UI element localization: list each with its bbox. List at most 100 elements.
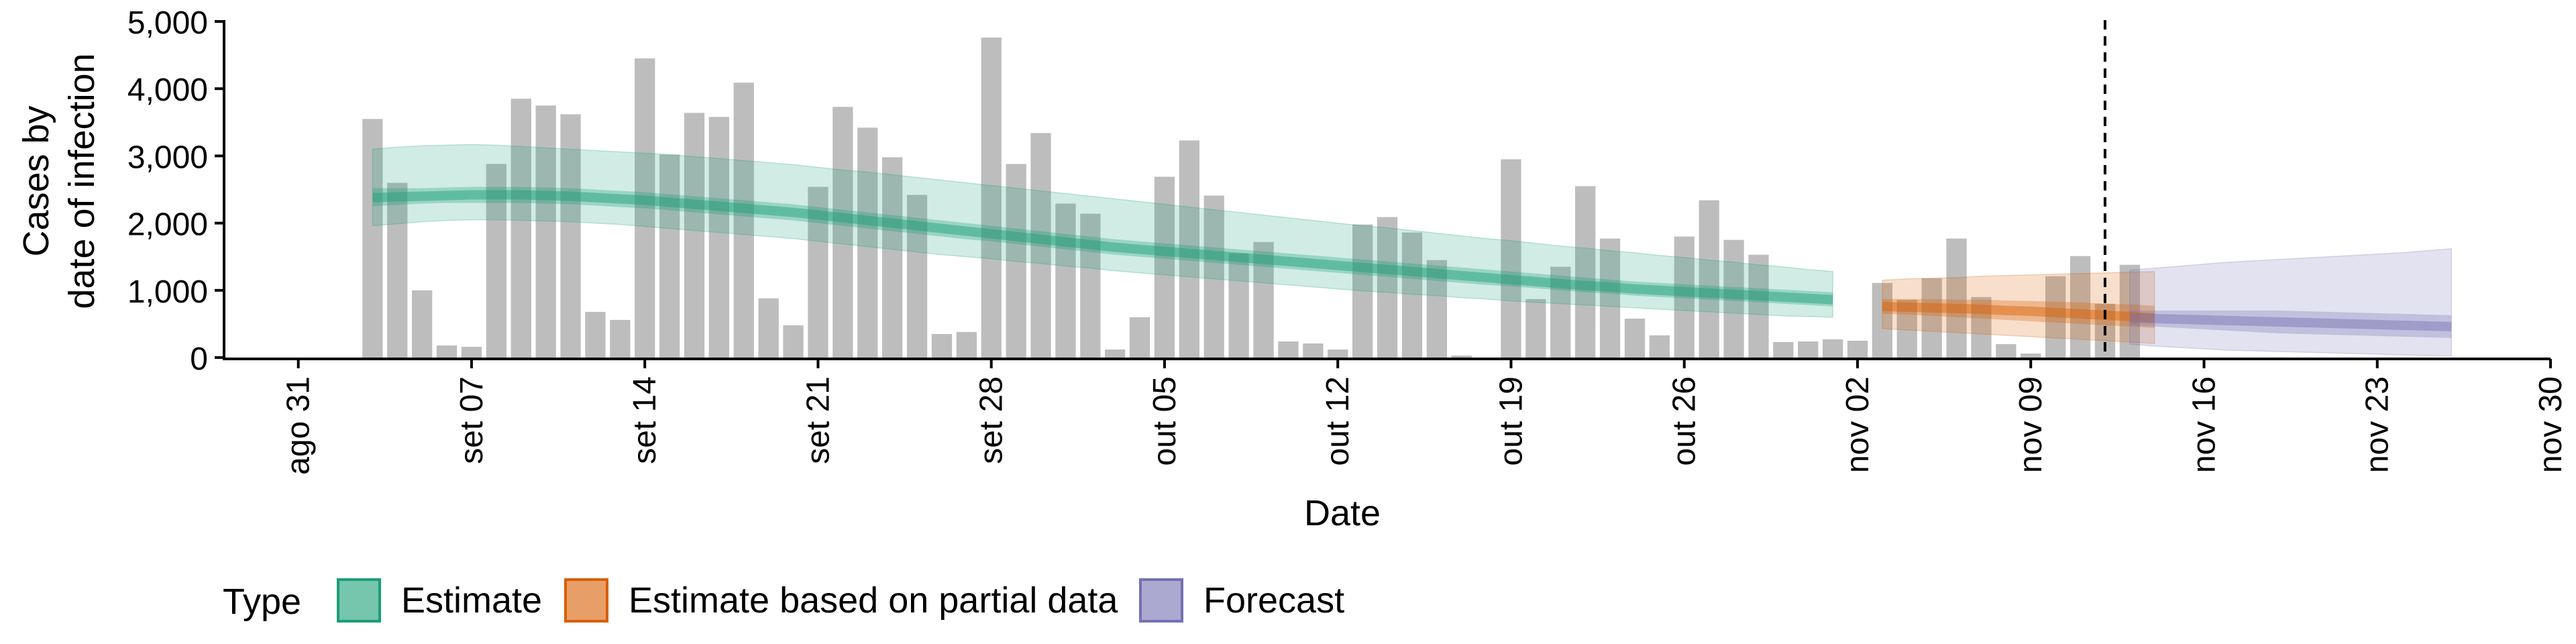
case-bar bbox=[931, 333, 953, 358]
case-bar bbox=[1525, 299, 1546, 358]
case-bar bbox=[1872, 282, 1892, 358]
case-bar bbox=[585, 311, 606, 358]
x-tick-label: set 07 bbox=[454, 376, 490, 464]
case-bar bbox=[1154, 176, 1175, 358]
case-bar bbox=[1352, 224, 1373, 358]
series-1-median-line bbox=[1882, 301, 2155, 323]
case-bar bbox=[1303, 343, 1324, 358]
case-bar bbox=[1401, 232, 1423, 358]
case-bar bbox=[1328, 350, 1348, 358]
y-tick-label: 2,000 bbox=[127, 207, 208, 243]
case-bar bbox=[1723, 239, 1744, 358]
legend-key-0 bbox=[337, 578, 381, 623]
case-bar bbox=[1674, 236, 1695, 358]
case-bar bbox=[486, 164, 506, 358]
bars-layer bbox=[362, 38, 2140, 358]
case-bar bbox=[1896, 299, 1917, 358]
case-bar bbox=[362, 119, 383, 358]
ribbons-layer bbox=[372, 144, 2453, 357]
case-bar bbox=[387, 182, 408, 358]
case-bar bbox=[956, 331, 977, 358]
median-lines-layer bbox=[372, 190, 2452, 331]
case-bar bbox=[2045, 276, 2066, 358]
case-bar bbox=[1847, 340, 1868, 358]
x-tick-label: out 12 bbox=[1320, 376, 1356, 466]
y-axis-label-line-2: date of infection bbox=[62, 53, 102, 309]
x-tick-label: out 05 bbox=[1147, 376, 1183, 466]
legend-label-1: Estimate based on partial data bbox=[629, 580, 1118, 621]
case-bar bbox=[1798, 341, 1819, 358]
series-1-outer-band bbox=[1882, 270, 2155, 344]
y-tick-label: 4,000 bbox=[127, 72, 208, 108]
series-0-inner-band bbox=[372, 186, 1833, 307]
case-bar bbox=[783, 325, 804, 358]
case-bar bbox=[1451, 356, 1472, 358]
case-bar bbox=[1971, 297, 1992, 358]
case-bar bbox=[1575, 186, 1596, 358]
series-2-median-line bbox=[2129, 313, 2452, 331]
x-tick-label: set 14 bbox=[627, 376, 663, 464]
y-ticks: 0 1,000 2,000 3,000 4,000 5,000 bbox=[127, 5, 224, 377]
x-tick-label: nov 09 bbox=[2013, 376, 2049, 473]
case-bar bbox=[1550, 266, 1571, 358]
case-bar bbox=[906, 195, 928, 358]
series-1-inner-band bbox=[1882, 299, 2155, 328]
case-bar bbox=[1006, 164, 1026, 358]
x-tick-label: nov 30 bbox=[2533, 376, 2569, 473]
case-bar bbox=[808, 186, 828, 358]
case-bar bbox=[708, 117, 729, 358]
case-bar bbox=[1278, 341, 1299, 358]
case-bar bbox=[511, 99, 531, 358]
series-0-outer-band bbox=[372, 144, 1833, 318]
case-bar bbox=[1253, 241, 1274, 358]
case-bar bbox=[635, 58, 655, 358]
series-2-outer-band bbox=[2129, 248, 2453, 357]
case-bar bbox=[2021, 354, 2041, 358]
legend-items: Estimate Estimate based on partial data Fo… bbox=[337, 578, 1344, 623]
case-bar bbox=[1921, 278, 1942, 358]
x-tick-label: ago 31 bbox=[281, 376, 317, 475]
case-bar bbox=[610, 319, 631, 358]
case-bar bbox=[1179, 140, 1199, 358]
case-bar bbox=[560, 114, 581, 358]
y-tick-label: 5,000 bbox=[127, 5, 208, 41]
case-bar bbox=[436, 345, 458, 358]
legend-key-1 bbox=[564, 578, 608, 623]
case-bar bbox=[1055, 203, 1076, 358]
case-bar bbox=[1823, 339, 1843, 358]
case-bar bbox=[461, 347, 482, 358]
case-bar bbox=[833, 107, 853, 358]
x-tick-label: set 28 bbox=[974, 376, 1010, 464]
y-tick-label: 3,000 bbox=[127, 140, 208, 175]
x-tick-label: nov 23 bbox=[2360, 376, 2396, 473]
case-bar bbox=[1599, 238, 1621, 358]
legend: Type Estimate Estimate based on partial d… bbox=[223, 578, 1344, 623]
y-tick-label: 0 bbox=[190, 341, 208, 377]
case-bar bbox=[981, 38, 1002, 358]
case-bar bbox=[1426, 260, 1447, 358]
legend-key-2 bbox=[1139, 578, 1183, 623]
legend-label-2: Forecast bbox=[1203, 580, 1344, 621]
x-axis-label: Date bbox=[1304, 493, 1381, 533]
x-tick-label: nov 02 bbox=[1840, 376, 1876, 473]
case-bar bbox=[1129, 317, 1150, 358]
case-bar bbox=[2070, 256, 2091, 358]
x-ticks: ago 31 set 07 set 14 set 21 set 28 out 05 out … bbox=[281, 359, 2569, 475]
legend-title: Type bbox=[223, 582, 301, 622]
case-bar bbox=[1946, 238, 1967, 358]
y-axis-label-line-1: Cases by bbox=[16, 105, 56, 256]
case-bar bbox=[1773, 342, 1794, 358]
case-bar bbox=[1624, 318, 1646, 358]
case-bar bbox=[733, 83, 754, 358]
case-bar bbox=[1748, 254, 1769, 358]
case-bar bbox=[857, 127, 878, 358]
case-bar bbox=[1080, 213, 1101, 358]
case-bar bbox=[1105, 350, 1126, 358]
y-tick-label: 1,000 bbox=[127, 274, 208, 310]
case-bar bbox=[882, 157, 903, 358]
case-bar bbox=[1203, 195, 1224, 358]
case-bar bbox=[1501, 159, 1521, 358]
series-2-inner-band bbox=[2129, 310, 2452, 338]
case-bar bbox=[1996, 344, 2017, 358]
